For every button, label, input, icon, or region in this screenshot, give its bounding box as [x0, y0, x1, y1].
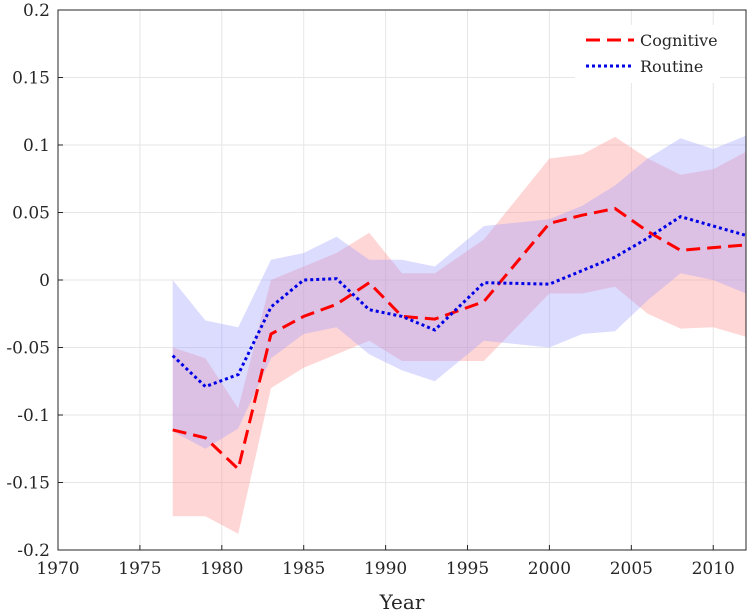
y-tick-label: -0.05 [6, 339, 50, 359]
y-tick-label: 0.2 [23, 1, 50, 21]
legend-label-routine: Routine [640, 57, 703, 76]
legend-label-cognitive: Cognitive [640, 31, 718, 50]
x-tick-label: 2005 [610, 559, 653, 579]
confidence-bands [172, 135, 746, 534]
legend: Cognitive Routine [575, 25, 720, 83]
y-tick-label: 0 [39, 271, 50, 291]
x-tick-label: 1995 [446, 559, 489, 579]
x-tick-label: 1970 [36, 559, 79, 579]
x-tick-label: 1980 [200, 559, 243, 579]
cognitive-confidence-band [172, 136, 746, 534]
routine-line [171, 214, 747, 389]
series-lines [171, 206, 747, 472]
axis-ticks: 1970 1975 1980 1985 1990 1995 2000 2005 2010 -0.2… [6, 1, 734, 579]
legend-box [575, 25, 720, 83]
routine-confidence-band [172, 135, 746, 449]
x-tick-label: 1990 [364, 559, 407, 579]
x-tick-label: 1985 [282, 559, 325, 579]
y-tick-label: -0.15 [6, 474, 50, 494]
y-tick-label: 0.1 [23, 136, 50, 156]
cognitive-line [172, 206, 747, 472]
x-tick-label: 2010 [692, 559, 735, 579]
x-tick-label: 1975 [118, 559, 161, 579]
x-axis-label: Year [379, 590, 425, 613]
x-tick-label: 2000 [528, 559, 571, 579]
y-tick-label: -0.1 [17, 406, 50, 426]
y-tick-label: -0.2 [17, 541, 50, 561]
y-tick-label: 0.05 [12, 204, 50, 224]
y-tick-label: 0.15 [12, 69, 50, 89]
